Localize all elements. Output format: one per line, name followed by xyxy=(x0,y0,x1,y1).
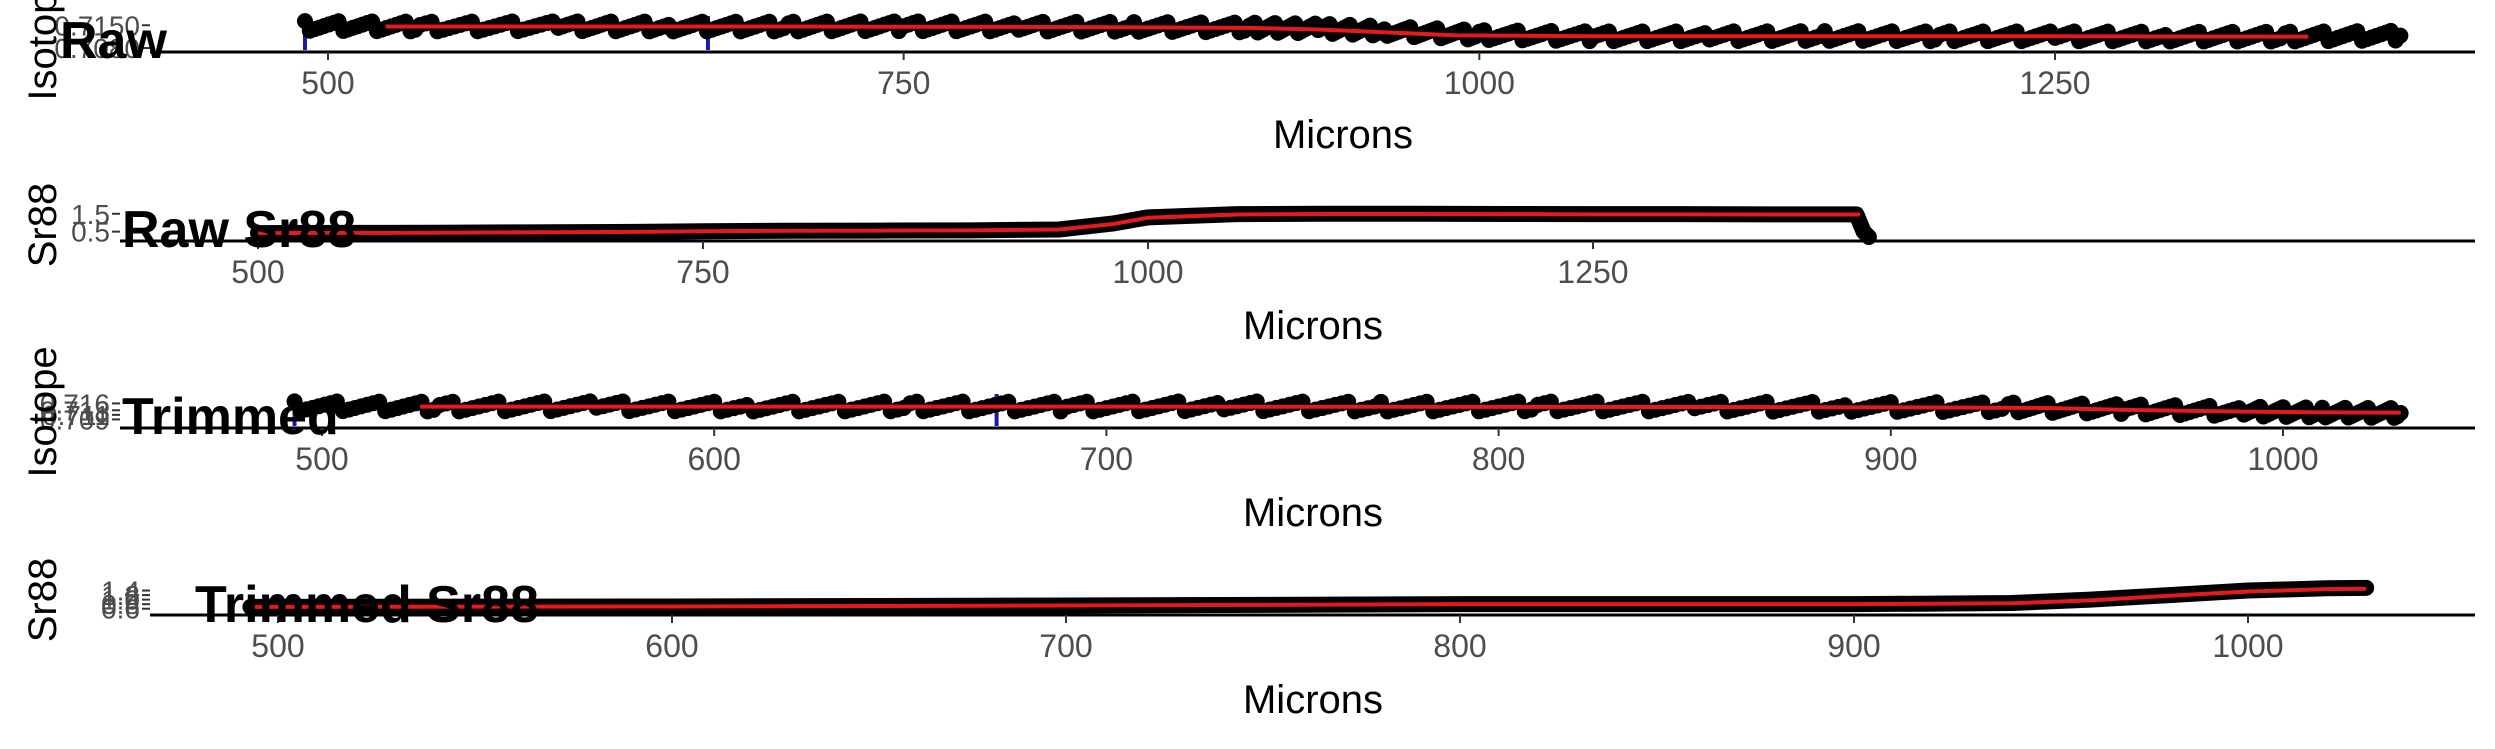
trimmed-sr88-x-tick-label: 800 xyxy=(1433,628,1486,664)
raw-sr88-y-tick-label: 0.5 xyxy=(71,217,110,248)
trimmed-y-axis-title: Isotope xyxy=(21,346,65,477)
raw-sr88-y-tick-label: 1.5 xyxy=(71,199,110,230)
raw-sr88-x-tick-label: 1000 xyxy=(1112,254,1183,290)
trimmed-sr88-y-tick-label: 1.2 xyxy=(101,580,140,611)
panel-trimmed-sr88: 0.60.81.01.21.4 500 600 700 800 900 1000 Micr… xyxy=(21,558,2475,722)
trimmed-x-ticks: 500 600 700 800 900 1000 xyxy=(295,428,2319,477)
trimmed-sr88-y-ticks: 0.60.81.01.21.4 xyxy=(101,576,150,625)
raw-data-point xyxy=(2392,27,2409,44)
raw-sr88-panel-title: Raw Sr88 xyxy=(122,201,356,259)
raw-sr88-marks xyxy=(250,205,1877,245)
panel-raw-sr88: 0.51.5 500 750 1000 1250 Microns Sr88 Raw S… xyxy=(21,183,2475,348)
trimmed-y-tick-label: 0.713 xyxy=(40,395,110,426)
trimmed-sr88-x-tick-label: 900 xyxy=(1827,628,1880,664)
trimmed-y-tick-label: 0.709 xyxy=(40,404,110,435)
raw-sr88-x-tick-label: 750 xyxy=(676,254,729,290)
raw-sr88-y-ticks: 0.51.5 xyxy=(71,199,120,248)
raw-x-ticks: 500 750 1000 1250 xyxy=(301,52,2091,101)
raw-x-axis-title: Microns xyxy=(1273,113,1413,157)
raw-x-tick-label: 750 xyxy=(877,65,930,101)
trimmed-x-tick-label: 700 xyxy=(1080,441,1133,477)
trimmed-panel-title: Trimmed xyxy=(122,388,339,446)
trimmed-sr88-y-tick-label: 1.0 xyxy=(101,585,140,616)
trimmed-sr88-x-tick-label: 600 xyxy=(645,628,698,664)
raw-x-tick-label: 1000 xyxy=(1444,65,1515,101)
trimmed-x-tick-label: 500 xyxy=(295,441,348,477)
raw-panel-title: Raw xyxy=(60,12,167,70)
raw-x-tick-label: 1250 xyxy=(2019,65,2090,101)
trimmed-x-tick-label: 1000 xyxy=(2247,441,2318,477)
trimmed-sr88-y-axis-title: Sr88 xyxy=(21,558,65,643)
trimmed-sr88-smooth-line xyxy=(250,586,2367,609)
raw-sr88-y-axis-title: Sr88 xyxy=(21,183,65,268)
trimmed-sr88-y-tick-label: 0.6 xyxy=(101,594,140,625)
trimmed-y-tick-label: 0.711 xyxy=(42,400,110,431)
trimmed-x-tick-label: 800 xyxy=(1472,441,1525,477)
trimmed-sr88-y-tick-label: 1.4 xyxy=(101,576,140,607)
raw-x-tick-label: 500 xyxy=(301,65,354,101)
trimmed-data-point xyxy=(2392,405,2409,422)
raw-sr88-x-tick-label: 500 xyxy=(231,254,284,290)
trimmed-sr88-panel-title: Trimmed Sr88 xyxy=(195,576,539,634)
raw-sr88-x-axis-title: Microns xyxy=(1243,304,1383,348)
trimmed-sr88-y-tick-label: 0.8 xyxy=(101,589,140,620)
trimmed-sr88-x-axis-title: Microns xyxy=(1243,678,1383,722)
trimmed-sr88-x-ticks: 500 600 700 800 900 1000 xyxy=(251,615,2284,664)
trimmed-sr88-x-tick-label: 500 xyxy=(251,628,304,664)
trimmed-x-axis-title: Microns xyxy=(1243,491,1383,535)
raw-y-tick-label: 0.7150 xyxy=(54,10,140,41)
raw-smooth-line xyxy=(385,24,2309,39)
trimmed-sr88-x-tick-label: 1000 xyxy=(2212,628,2283,664)
raw-y-tick-label: 0.7080 xyxy=(54,33,140,64)
trimmed-sr88-marks xyxy=(242,579,2375,615)
raw-sr88-x-tick-label: 1250 xyxy=(1557,254,1628,290)
trimmed-smooth-line xyxy=(420,404,2401,415)
trimmed-x-tick-label: 900 xyxy=(1864,441,1917,477)
trimmed-y-tick-label: 0.716 xyxy=(40,388,110,419)
trimmed-sr88-x-tick-label: 700 xyxy=(1039,628,1092,664)
trimmed-x-tick-label: 600 xyxy=(688,441,741,477)
raw-sr88-x-ticks: 500 750 1000 1250 xyxy=(231,241,1629,290)
raw-marks xyxy=(296,13,2409,50)
raw-sr88-smooth-line xyxy=(257,211,1860,236)
trimmed-marks xyxy=(286,393,2409,426)
raw-y-axis-title: Isotope xyxy=(21,0,65,101)
